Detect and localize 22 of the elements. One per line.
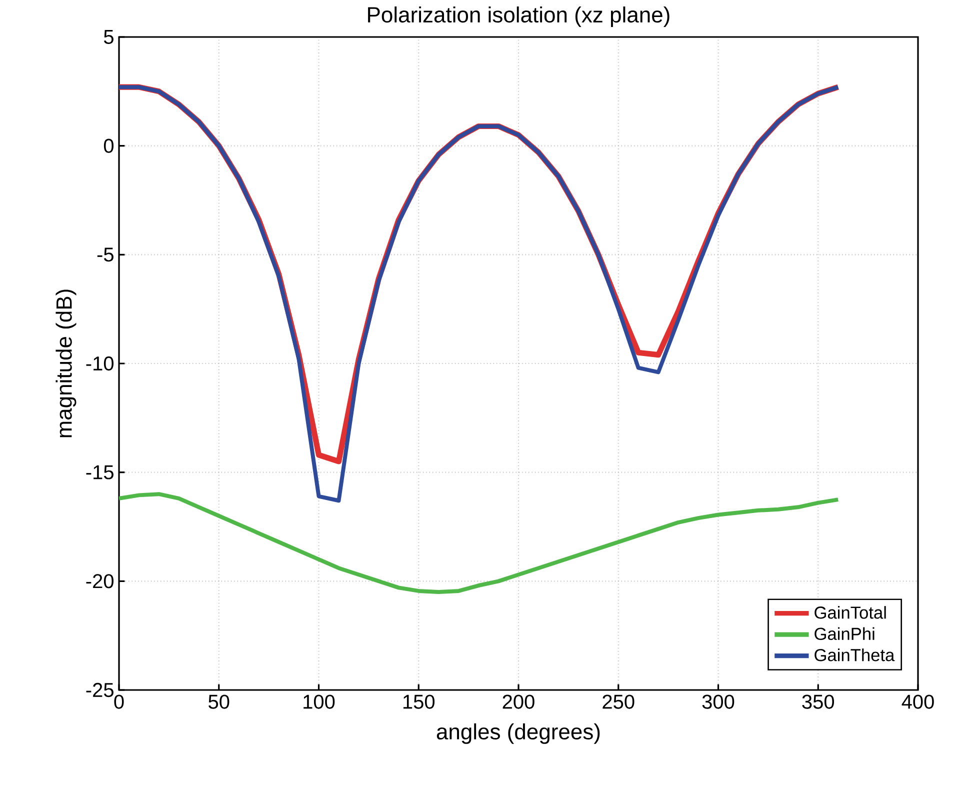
x-tick-label: 0: [114, 694, 124, 709]
legend-label: GainTotal: [814, 606, 886, 619]
y-tick-label: -5: [97, 248, 114, 262]
y-axis-title: magnitude (dB): [56, 290, 76, 438]
legend-label: GainPhi: [814, 627, 874, 640]
x-tick-label: 300: [702, 694, 734, 709]
y-tick-label: -10: [86, 356, 114, 371]
x-tick-label: 100: [304, 694, 335, 709]
y-tick-label: -15: [86, 465, 114, 480]
x-tick-label: 400: [902, 694, 934, 709]
chart-title: Polarization isolation (xz plane): [368, 6, 670, 27]
legend-label: GainTheta: [814, 648, 895, 662]
x-tick-label: 150: [403, 694, 435, 709]
x-tick-label: 250: [602, 694, 634, 709]
y-tick-label: -25: [86, 682, 114, 698]
x-tick-label: 350: [802, 694, 834, 709]
x-tick-label: 50: [208, 694, 230, 709]
y-tick-label: 0: [104, 138, 114, 153]
x-axis-title: angles (degrees): [436, 723, 600, 744]
y-tick-label: 5: [104, 30, 114, 44]
y-tick-label: -20: [86, 574, 114, 588]
x-tick-label: 200: [502, 694, 534, 709]
